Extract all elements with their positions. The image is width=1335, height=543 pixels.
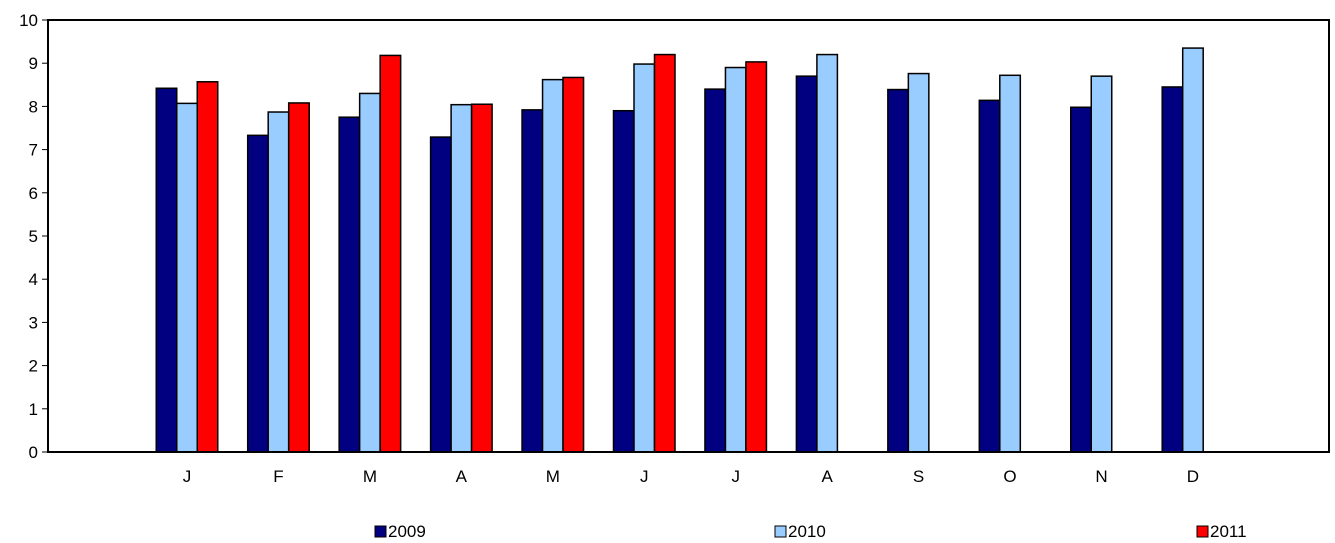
bar-2011-5 [653,53,676,453]
x-tick-label: J [183,467,192,486]
bar-2009-8 [887,88,910,453]
bar-2009-2 [338,116,361,453]
bar-2009-11 [1161,86,1184,453]
y-tick-label: 1 [29,400,38,419]
y-tick-label: 10 [19,11,38,30]
y-tick-label: 0 [29,443,38,462]
x-tick-label: F [273,467,283,486]
bar-2009-9 [978,99,1001,453]
bar-2010-10 [1090,75,1113,453]
y-tick-label: 4 [29,270,38,289]
bar-2010-5 [633,63,656,453]
bar-2010-3 [450,103,473,453]
y-tick-label: 9 [29,54,38,73]
bar-2009-7 [795,75,818,453]
bar-2009-4 [521,109,544,453]
bar-2010-4 [541,78,564,453]
y-tick-label: 5 [29,227,38,246]
legend-swatch-2009 [374,525,387,538]
legend-label-2009: 2009 [388,522,426,541]
bar-2009-0 [155,87,178,453]
x-tick-label: O [1003,467,1016,486]
legend-swatch-2011 [1196,525,1209,538]
legend-label-2010: 2010 [788,522,826,541]
bar-2010-0 [176,102,198,453]
x-tick-label: A [821,467,833,486]
x-tick-label: A [456,467,468,486]
bar-2011-6 [745,61,768,453]
x-tick-label: S [913,467,924,486]
bar-2011-3 [470,103,493,453]
bar-2011-2 [379,54,402,453]
bar-2009-1 [246,134,269,453]
bar-2010-8 [907,72,930,453]
bar-2010-9 [999,74,1022,453]
bar-2010-2 [358,92,381,453]
bar-2009-5 [612,109,635,453]
legend: 2009 2010 2011 [374,522,1247,541]
legend-label-2011: 2011 [1210,522,1247,541]
bar-2010-1 [267,111,290,453]
y-tick-label: 3 [29,313,38,332]
x-tick-label: N [1095,467,1107,486]
bar-2009-3 [429,136,452,453]
bar-2010-7 [816,53,839,453]
y-tick-label: 8 [29,97,38,116]
y-axis: 0 1 2 3 4 5 6 7 8 9 10 [19,11,48,462]
bar-2010-11 [1181,47,1204,453]
y-tick-label: 7 [29,141,38,160]
x-tick-label: J [640,467,649,486]
bar-2011-0 [196,81,219,453]
bar-2011-4 [562,76,585,453]
bar-2009-6 [704,88,727,453]
x-tick-label: M [363,467,377,486]
x-tick-label: J [731,467,740,486]
x-tick-label: D [1187,467,1199,486]
y-tick-label: 6 [29,184,38,203]
bar-2011-1 [287,102,310,453]
bar-2009-10 [1070,106,1092,453]
legend-swatch-2010 [774,525,787,538]
plot-area-frame [47,19,1330,453]
x-tick-label: M [546,467,560,486]
y-tick-label: 2 [29,357,38,376]
bar-2010-6 [724,66,747,453]
